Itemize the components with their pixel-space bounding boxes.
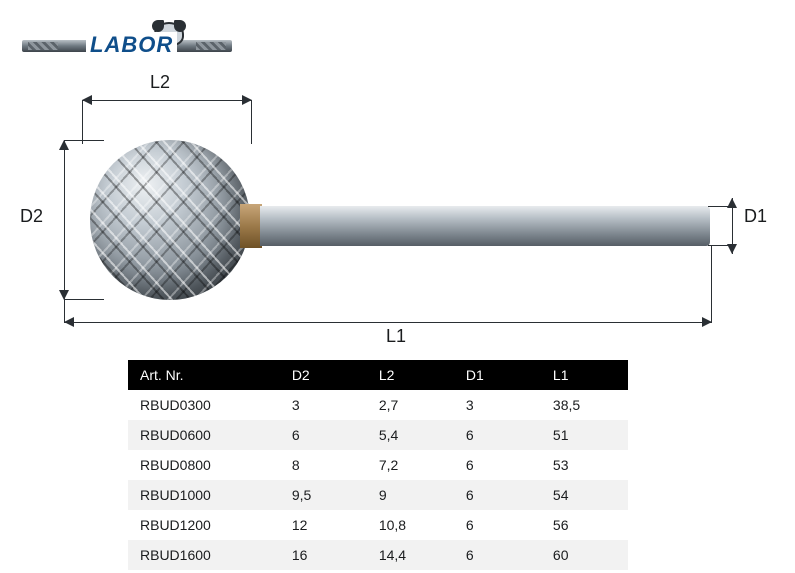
table-cell: 16 [280,540,367,570]
witness-line [64,299,104,300]
table-cell: 8 [280,450,367,480]
table-cell: 2,7 [367,390,454,420]
table-cell: 60 [541,540,628,570]
table-cell: 53 [541,450,628,480]
dim-label-d1: D1 [744,206,767,227]
technical-diagram: L2 D2 D1 L1 [22,78,772,338]
arrow-icon [82,95,92,105]
specification-table: Art. Nr. D2 L2 D1 L1 RBUD030032,7338,5RB… [128,360,628,570]
dim-line-l1 [64,322,712,323]
witness-line [64,140,104,141]
brand-logo: LABOR [22,18,232,64]
table-header-row: Art. Nr. D2 L2 D1 L1 [128,360,628,390]
table-cell: 38,5 [541,390,628,420]
table-cell: 9 [367,480,454,510]
burr-shaft-icon [260,206,710,246]
table-cell: 6 [454,510,541,540]
table-cell: 5,4 [367,420,454,450]
table-row: RBUD16001614,4660 [128,540,628,570]
table-row: RBUD10009,59654 [128,480,628,510]
table-cell: 6 [454,540,541,570]
col-header-d1: D1 [454,360,541,390]
witness-line [64,298,65,322]
table-cell: 7,2 [367,450,454,480]
dim-line-l2 [82,100,252,101]
burr-collar-icon [240,204,262,248]
logo-text: LABOR [86,32,177,58]
table-cell: RBUD1600 [128,540,280,570]
table-cell: RBUD1200 [128,510,280,540]
col-header-l1: L1 [541,360,628,390]
table-cell: 14,4 [367,540,454,570]
table-cell: 54 [541,480,628,510]
witness-line [708,206,734,207]
table-cell: 6 [454,480,541,510]
dim-label-l2: L2 [150,72,170,93]
table-cell: 56 [541,510,628,540]
witness-line [711,246,712,322]
table-cell: RBUD0300 [128,390,280,420]
col-header-artnr: Art. Nr. [128,360,280,390]
table-cell: 6 [280,420,367,450]
table-cell: 3 [454,390,541,420]
table-cell: 9,5 [280,480,367,510]
table-cell: 51 [541,420,628,450]
dim-label-l1: L1 [386,326,406,347]
table-cell: 6 [454,450,541,480]
table-row: RBUD060065,4651 [128,420,628,450]
col-header-l2: L2 [367,360,454,390]
dim-line-d2 [64,140,65,300]
witness-line [251,100,252,144]
table-cell: RBUD1000 [128,480,280,510]
burr-ball-icon [90,140,250,300]
arrow-icon [64,317,74,327]
col-header-d2: D2 [280,360,367,390]
table-cell: RBUD0600 [128,420,280,450]
arrow-icon [59,140,69,150]
table-row: RBUD12001210,8656 [128,510,628,540]
witness-line [82,100,83,144]
table-cell: 6 [454,420,541,450]
table-cell: 3 [280,390,367,420]
table-cell: 10,8 [367,510,454,540]
table-row: RBUD080087,2653 [128,450,628,480]
table-cell: 12 [280,510,367,540]
table-row: RBUD030032,7338,5 [128,390,628,420]
table-cell: RBUD0800 [128,450,280,480]
dim-label-d2: D2 [20,206,43,227]
